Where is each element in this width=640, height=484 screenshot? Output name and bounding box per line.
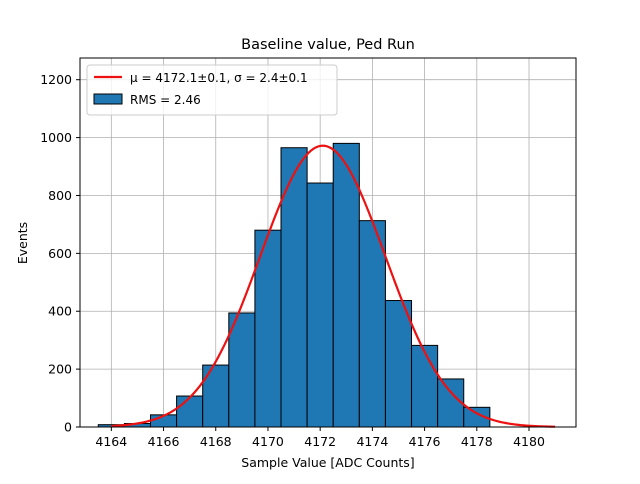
y-ticks: 0 200 400 600 800 1000 1200	[40, 72, 80, 435]
x-tick-label: 4178	[461, 434, 493, 449]
x-tick-label: 4164	[95, 434, 127, 449]
histogram-bar	[437, 378, 465, 428]
x-tick-label: 4180	[513, 434, 545, 449]
legend-fit-label: μ = 4172.1±0.1, σ = 2.4±0.1	[130, 71, 308, 85]
y-tick-label: 0	[64, 420, 72, 435]
legend: μ = 4172.1±0.1, σ = 2.4±0.1 RMS = 2.46	[86, 64, 338, 116]
histogram-bar	[411, 344, 439, 428]
y-axis-label: Events	[15, 222, 30, 264]
histogram-bar	[228, 312, 256, 428]
x-axis-label: Sample Value [ADC Counts]	[241, 455, 414, 470]
y-tick-label: 200	[48, 362, 72, 377]
histogram-bar	[202, 364, 230, 428]
histogram-bar	[280, 147, 308, 428]
legend-rms-swatch	[93, 93, 123, 105]
y-tick-label: 1200	[40, 72, 72, 87]
histogram-bar	[254, 229, 282, 428]
histogram-bar	[332, 142, 360, 428]
histogram-bar	[306, 182, 334, 428]
plot-frame	[79, 57, 577, 428]
x-tick-label: 4170	[252, 434, 284, 449]
y-tick-label: 800	[48, 188, 72, 203]
histogram-bar	[384, 300, 413, 428]
y-tick-label: 1000	[40, 130, 72, 145]
legend-rms-label: RMS = 2.46	[130, 93, 201, 107]
histogram-bars	[97, 142, 491, 428]
histogram-bar	[358, 220, 386, 428]
x-tick-label: 4172	[304, 434, 336, 449]
x-ticks: 4164 4166 4168 4170 4172 4174 4176 4178 4180	[95, 427, 545, 449]
x-tick-label: 4166	[148, 434, 180, 449]
gaussian-fit-curve	[111, 144, 556, 428]
x-tick-label: 4168	[200, 434, 232, 449]
chart-title: Baseline value, Ped Run	[241, 37, 415, 53]
legend-frame	[86, 64, 338, 116]
y-tick-label: 400	[48, 304, 72, 319]
fit-curve-layer	[111, 144, 556, 428]
x-tick-label: 4174	[356, 434, 388, 449]
y-tick-label: 600	[48, 246, 72, 261]
x-tick-label: 4176	[409, 434, 441, 449]
histogram-bar	[176, 395, 204, 428]
